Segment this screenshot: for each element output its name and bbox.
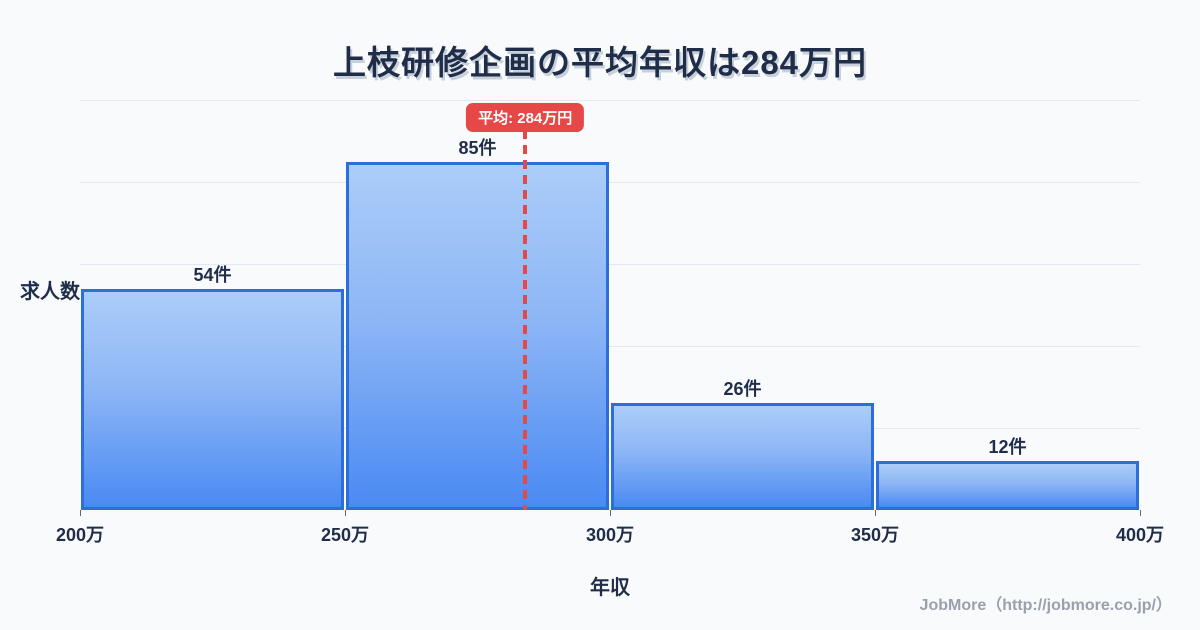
bar (876, 460, 1139, 510)
x-tick-label: 200万 (55, 525, 105, 545)
gridline (80, 428, 1140, 429)
average-line (523, 130, 528, 510)
x-tick-mark (1140, 510, 1141, 516)
x-tick-label: 350万 (850, 525, 900, 545)
bar (611, 403, 874, 510)
x-tick-mark (875, 510, 876, 516)
x-tick-mark (610, 510, 611, 516)
x-tick-label: 400万 (1115, 525, 1165, 545)
chart-title: 上枝研修企画の平均年収は284万円 (332, 44, 868, 81)
gridline (80, 346, 1140, 347)
x-tick-mark (345, 510, 346, 516)
footer-credit: JobMore（http://jobmore.co.jp/） (919, 597, 1172, 614)
bar (346, 161, 609, 510)
bar-label: 85件 (458, 137, 497, 158)
bar (81, 288, 344, 510)
x-axis-label: 年収 (590, 577, 630, 599)
x-tick-label: 250万 (320, 525, 370, 545)
bar-label: 54件 (193, 264, 232, 285)
gridline (80, 264, 1140, 265)
x-tick-label: 300万 (585, 525, 635, 545)
x-tick-mark (80, 510, 81, 516)
gridline (80, 100, 1140, 101)
y-axis-label: 求人数 (20, 281, 80, 303)
average-badge: 平均: 284万円 (466, 103, 585, 132)
bar-label: 12件 (988, 436, 1027, 457)
bar-label: 26件 (723, 379, 762, 400)
gridline (80, 182, 1140, 183)
